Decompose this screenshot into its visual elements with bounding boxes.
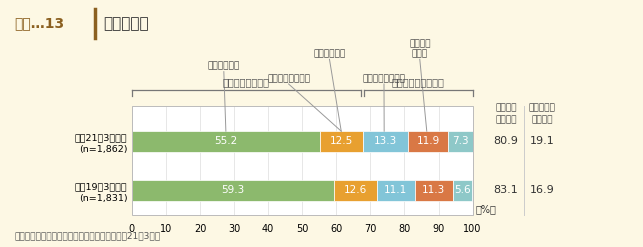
Text: 全くして
いない: 全くして いない: [409, 39, 431, 58]
Text: 55.2: 55.2: [214, 136, 237, 146]
Text: していない
（小計）: していない （小計）: [529, 104, 556, 124]
Text: していない（小計）: していない（小計）: [392, 77, 445, 87]
Text: 7.3: 7.3: [453, 136, 469, 146]
Text: 80.9: 80.9: [494, 136, 518, 146]
Text: 11.1: 11.1: [384, 185, 408, 195]
Bar: [377, 180, 415, 201]
Text: 食事の挨拶: 食事の挨拶: [103, 16, 149, 31]
Text: 12.5: 12.5: [330, 136, 353, 146]
Text: （%）: （%）: [476, 205, 497, 214]
Bar: [132, 131, 320, 152]
Bar: [453, 180, 472, 201]
Text: 5.6: 5.6: [455, 185, 471, 195]
Text: 19.1: 19.1: [530, 136, 554, 146]
Bar: [408, 131, 448, 152]
Text: 必ずしている: 必ずしている: [208, 62, 240, 71]
Bar: [320, 131, 363, 152]
Text: している
（小計）: している （小計）: [495, 104, 517, 124]
Text: 12.6: 12.6: [344, 185, 367, 195]
Text: あまりしていない: あまりしていない: [363, 74, 406, 83]
Bar: [448, 131, 473, 152]
Bar: [334, 180, 377, 201]
Text: 図表…13: 図表…13: [14, 17, 64, 30]
Text: しばしばしている: しばしばしている: [267, 74, 310, 83]
Bar: [363, 131, 408, 152]
Text: している（小計）: している（小計）: [223, 77, 270, 87]
Text: 59.3: 59.3: [221, 185, 244, 195]
Text: 83.1: 83.1: [494, 185, 518, 195]
Text: 11.9: 11.9: [417, 136, 440, 146]
Text: 資料：内閣府「食育に関する意識調査」（平成21年3月）: 資料：内閣府「食育に関する意識調査」（平成21年3月）: [14, 232, 160, 241]
Text: 13.3: 13.3: [374, 136, 397, 146]
Bar: [132, 180, 334, 201]
Text: 時々している: 時々している: [313, 49, 345, 58]
Text: 16.9: 16.9: [530, 185, 554, 195]
Bar: [415, 180, 453, 201]
Text: 11.3: 11.3: [422, 185, 446, 195]
